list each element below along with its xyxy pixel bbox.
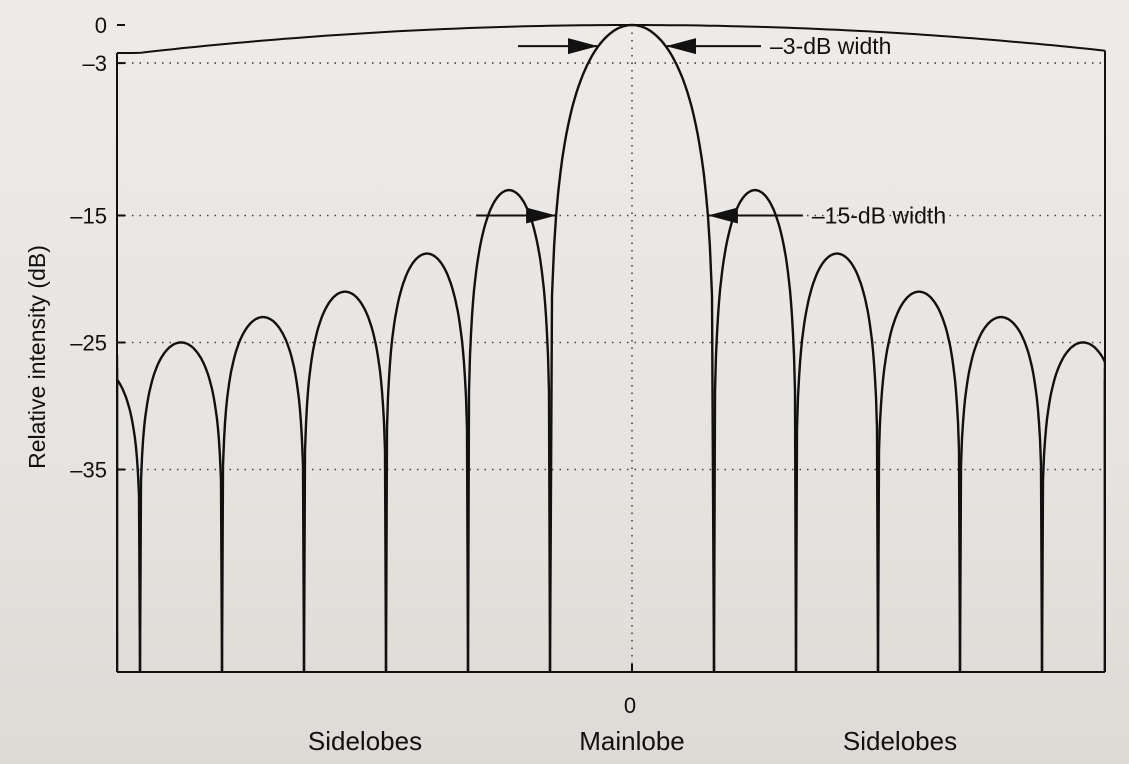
- sidelobe-right-2: [794, 252, 880, 672]
- grid-lines: [117, 25, 1105, 672]
- sidelobe-left-2: [384, 252, 470, 672]
- annotation-label: –15-dB width: [812, 203, 946, 229]
- x-tick-label: 0: [624, 693, 636, 718]
- annotation-arrow-right-head: [665, 38, 696, 55]
- y-axis-label: Relative intensity (dB): [24, 245, 50, 469]
- y-tick-label: –25: [70, 331, 107, 356]
- sidelobe-right-5: [1040, 341, 1105, 672]
- annotation-label: –3-dB width: [770, 33, 891, 59]
- y-tick-label: –15: [70, 204, 107, 229]
- mainlobe-label: Mainlobe: [579, 726, 685, 756]
- y-tick-label: –3: [83, 51, 107, 76]
- width-annotations: –3-dB width –15-dB width: [476, 33, 946, 229]
- sidelobe-right-3: [876, 290, 962, 672]
- frame-top: [117, 24, 1106, 54]
- lobe-curves: [117, 23, 1105, 672]
- sidelobe-right-1: [712, 188, 798, 672]
- right-sidelobes-label: Sidelobes: [843, 726, 957, 756]
- sidelobe-left-5: [138, 341, 224, 672]
- annotation-arrow-left-head: [526, 207, 557, 224]
- sidelobe-left-3: [302, 290, 388, 672]
- annotation-arrow-right-head: [707, 207, 738, 224]
- mainlobe-curve: [548, 23, 716, 672]
- left-sidelobes-label: Sidelobes: [308, 726, 422, 756]
- annotation-arrow-left-head: [568, 38, 599, 55]
- plot-frame: [116, 24, 1106, 673]
- y-tick-label: –35: [70, 458, 107, 483]
- y-tick-label: 0: [95, 13, 107, 38]
- sidelobe-left-4: [220, 315, 306, 672]
- sidelobe-right-4: [958, 315, 1044, 672]
- sidelobe-left-1: [466, 188, 552, 672]
- tick-labels: 0 –3 –15 –25 –35 0: [70, 13, 636, 718]
- sidelobe-left-6: [117, 367, 142, 672]
